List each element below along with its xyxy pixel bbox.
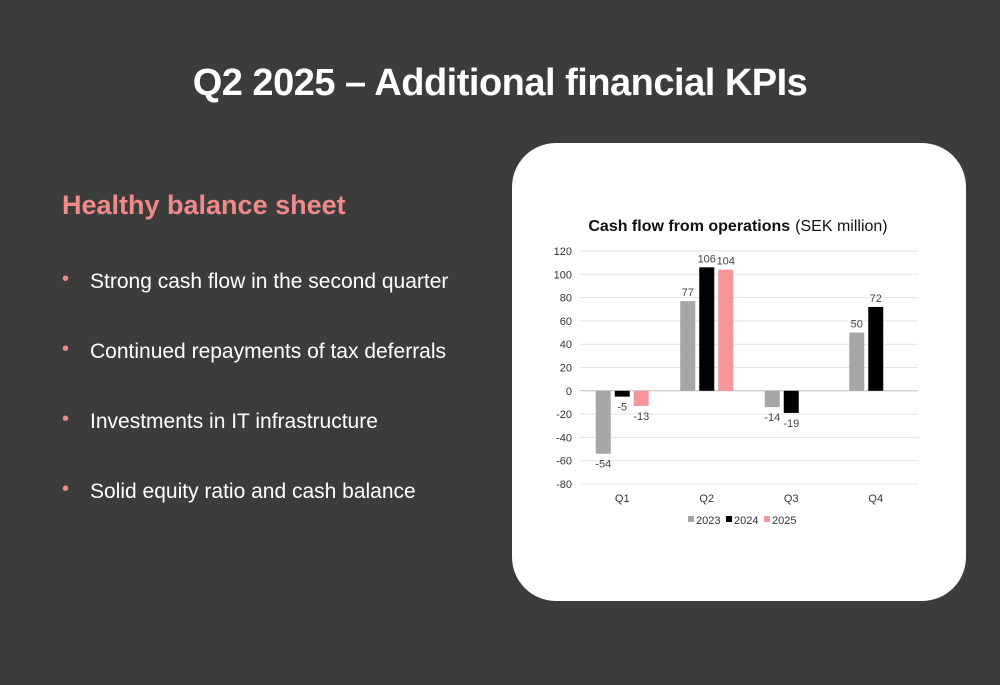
y-tick-label: 20 xyxy=(560,363,572,375)
legend-label: 2024 xyxy=(734,515,758,527)
y-tick-label: 0 xyxy=(566,386,572,398)
chart-title: Cash flow from operations (SEK million) xyxy=(588,218,887,235)
chart-data-labels: -54 -5 -13 77 106 104 -14 -19 50 72 xyxy=(595,253,882,470)
data-label: 50 xyxy=(851,319,863,331)
data-label: -5 xyxy=(617,402,627,414)
y-tick-label: 80 xyxy=(560,293,572,305)
data-label: -14 xyxy=(764,412,780,424)
y-tick-label: -60 xyxy=(556,456,572,468)
y-tick-label: 120 xyxy=(554,246,572,258)
bar xyxy=(614,390,630,397)
x-tick-label: Q3 xyxy=(784,493,799,505)
y-tick-label: 40 xyxy=(560,339,572,351)
bullet-dot-icon: • xyxy=(62,408,70,430)
bullet-dot-icon: • xyxy=(62,478,70,500)
bar xyxy=(595,390,611,454)
chart-title-unit: (SEK million) xyxy=(795,218,887,235)
legend-swatch xyxy=(688,516,694,522)
bullet-text: Strong cash flow in the second quarter xyxy=(90,270,449,293)
bar xyxy=(868,306,884,391)
bar xyxy=(718,269,734,391)
section-subtitle: Healthy balance sheet xyxy=(62,190,346,220)
bullet-list: • Strong cash flow in the second quarter … xyxy=(62,268,449,550)
y-tick-label: -40 xyxy=(556,432,572,444)
legend-swatch xyxy=(764,516,770,522)
data-label: -54 xyxy=(595,459,611,471)
bullet-text: Investments in IT infrastructure xyxy=(90,410,378,433)
bullet-text: Continued repayments of tax deferrals xyxy=(90,340,447,363)
data-label: 72 xyxy=(870,293,882,305)
chart-title-main: Cash flow from operations xyxy=(588,218,790,235)
legend-label: 2025 xyxy=(772,515,796,527)
y-tick-label: 100 xyxy=(554,269,572,281)
chart-card: Cash flow from operations (SEK million) -… xyxy=(512,143,966,601)
bullet-item: • Solid equity ratio and cash balance xyxy=(62,478,448,550)
chart-bars xyxy=(595,267,884,454)
page-title: Q2 2025 – Additional financial KPIs xyxy=(192,62,808,104)
legend-swatch xyxy=(726,516,732,522)
x-tick-label: Q2 xyxy=(699,493,714,505)
bullet-item: • Continued repayments of tax deferrals xyxy=(62,338,448,410)
bullet-dot-icon: • xyxy=(62,268,70,290)
bar xyxy=(699,267,715,391)
data-label: -13 xyxy=(633,411,649,423)
y-tick-label: -80 xyxy=(556,479,572,491)
bullet-text: Solid equity ratio and cash balance xyxy=(90,480,416,503)
legend-label: 2023 xyxy=(696,515,720,527)
data-label: 106 xyxy=(698,253,716,265)
data-label: -19 xyxy=(783,418,799,430)
chart-legend: 2023 2024 2025 xyxy=(688,515,796,527)
bar xyxy=(783,390,799,413)
chart-grid xyxy=(580,250,918,485)
bar xyxy=(680,301,696,391)
bullet-dot-icon: • xyxy=(62,338,70,360)
bar xyxy=(764,390,780,408)
y-tick-label: -20 xyxy=(556,409,572,421)
chart-axis-labels: 120 100 80 60 40 20 0 -20 -40 -60 -80 Q1 Q2 Q3 Q4 xyxy=(554,246,883,505)
bullet-item: • Strong cash flow in the second quarter xyxy=(62,268,449,340)
bar xyxy=(849,332,865,391)
data-label: 104 xyxy=(717,256,735,268)
x-tick-label: Q4 xyxy=(868,493,883,505)
x-tick-label: Q1 xyxy=(615,493,630,505)
bullet-item: • Investments in IT infrastructure xyxy=(62,408,448,480)
bar xyxy=(633,390,649,406)
data-label: 77 xyxy=(682,287,694,299)
y-tick-label: 60 xyxy=(560,316,572,328)
cash-flow-chart: Cash flow from operations (SEK million) -… xyxy=(554,218,918,527)
